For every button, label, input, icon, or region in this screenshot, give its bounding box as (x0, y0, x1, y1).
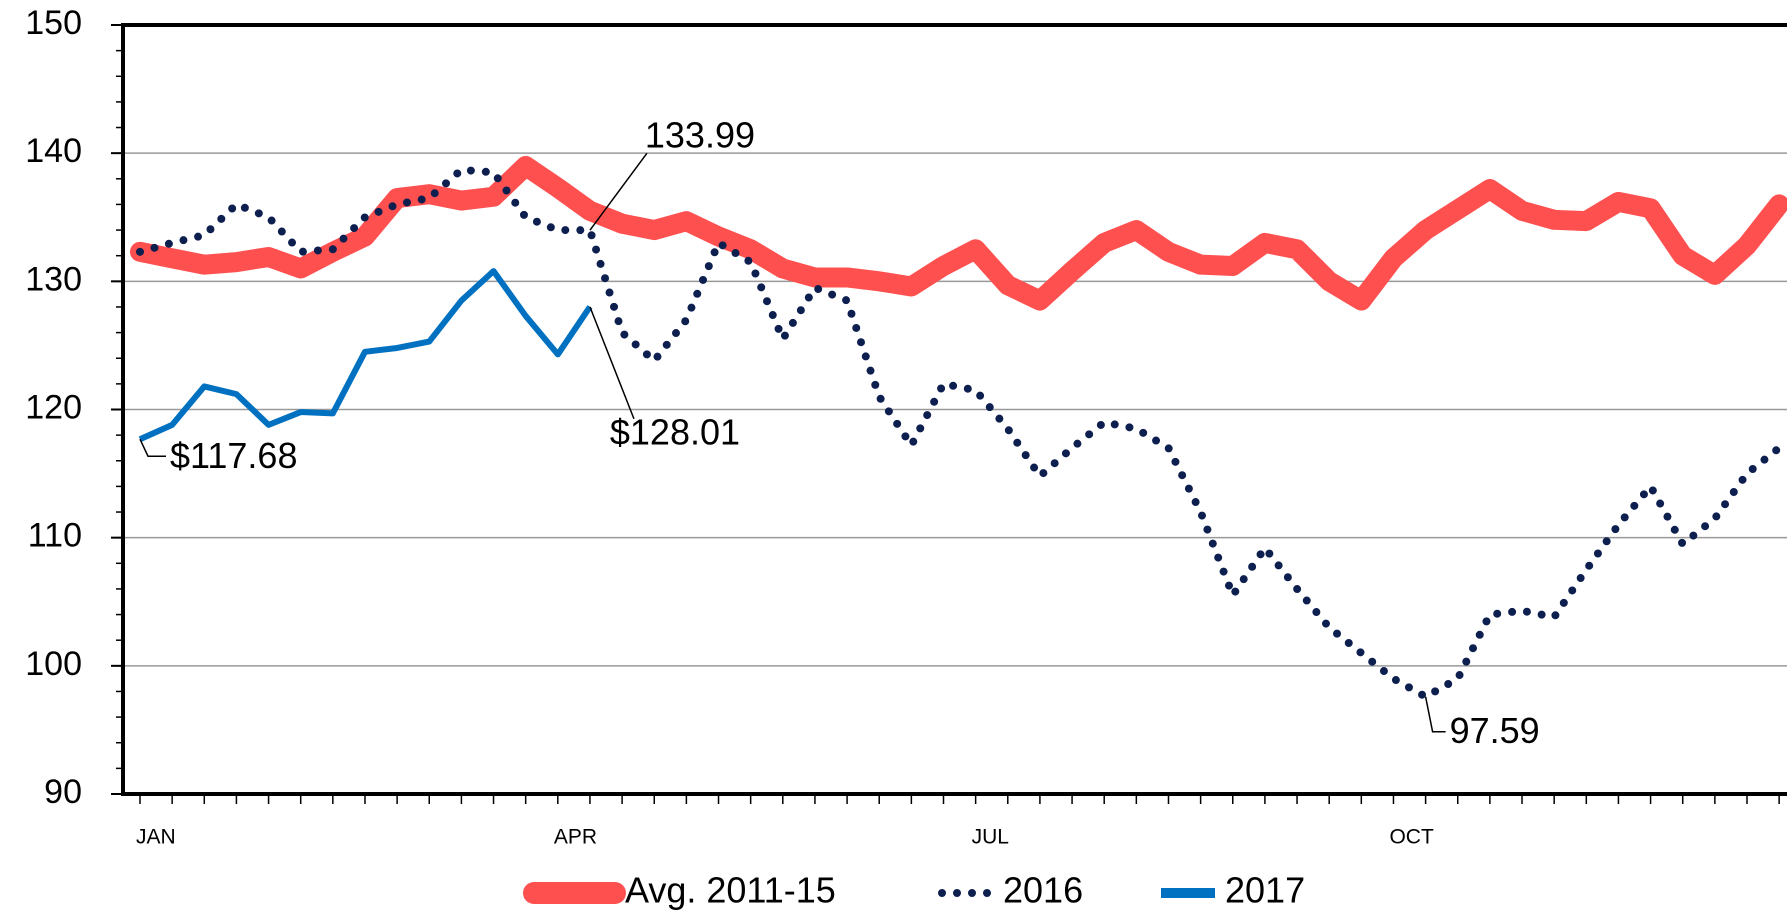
data-label: 133.99 (645, 115, 755, 156)
series-line (138, 268, 593, 442)
y-tick-label: 130 (25, 260, 82, 298)
y-tick-label: 120 (25, 388, 82, 426)
legend-label: 2016 (1003, 870, 1083, 911)
leader-line (1424, 696, 1446, 733)
legend-label: Avg. 2011-15 (625, 870, 836, 911)
y-tick-label: 90 (44, 773, 82, 811)
leader-line (589, 152, 648, 231)
leader-line (589, 306, 635, 420)
data-label: $117.68 (170, 435, 297, 476)
x-tick-label: JAN (136, 826, 176, 849)
x-tick-label: APR (554, 826, 597, 849)
plot-border (121, 23, 1787, 796)
data-label: 97.59 (1450, 710, 1540, 751)
y-tick-label: 110 (28, 517, 82, 555)
y-tick-label: 150 (25, 4, 82, 42)
y-tick-label: 100 (25, 645, 82, 683)
y-tick-label: 140 (25, 132, 82, 170)
data-label: $128.01 (610, 411, 740, 452)
series-line (130, 155, 1787, 311)
legend-label: 2017 (1225, 870, 1305, 911)
x-tick-label: OCT (1389, 826, 1434, 849)
x-tick-label: JUL (972, 826, 1009, 849)
leader-line (139, 438, 166, 457)
